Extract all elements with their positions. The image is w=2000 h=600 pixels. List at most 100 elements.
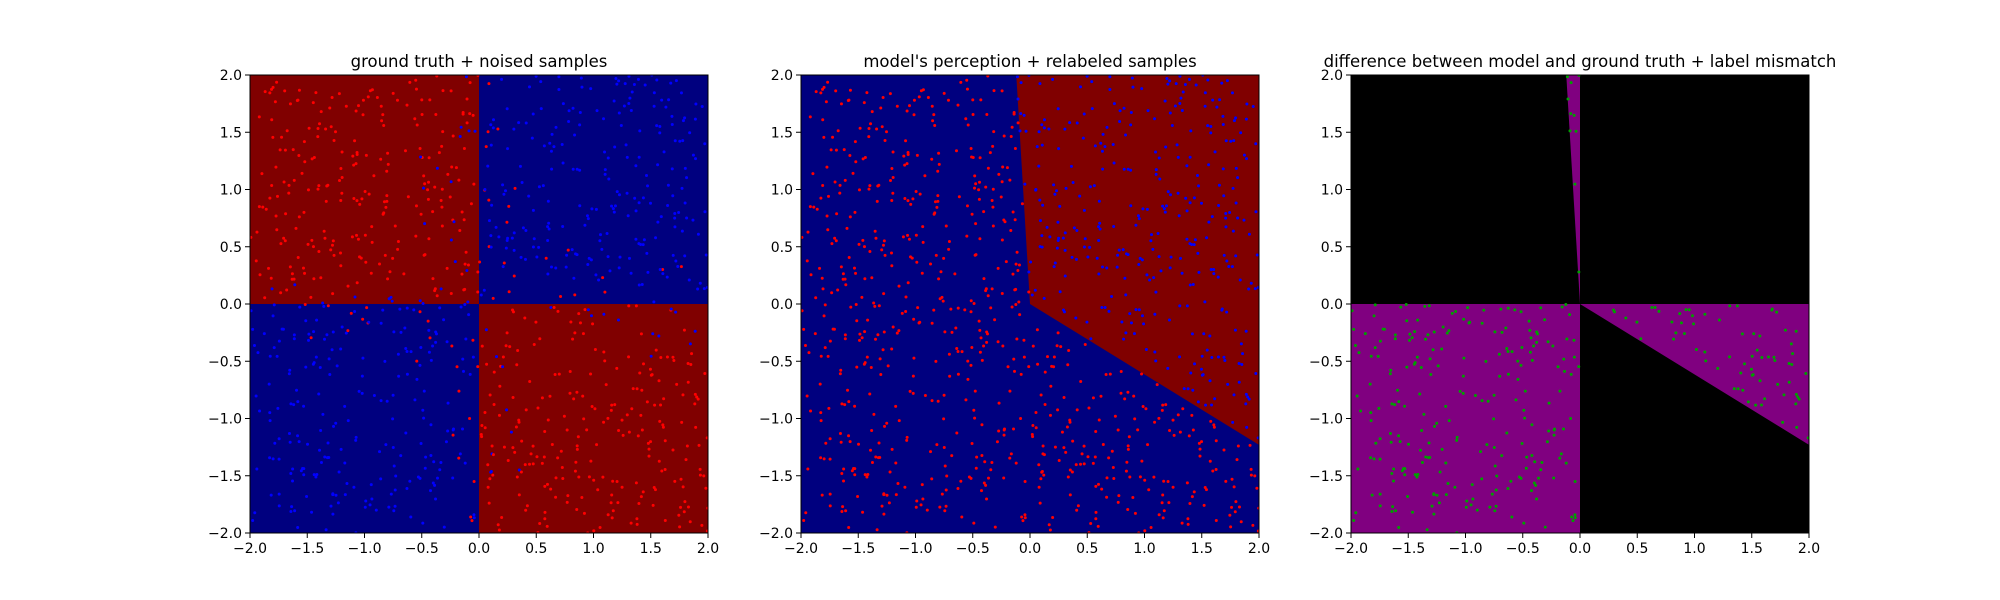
data-point (382, 200, 386, 204)
data-point (413, 117, 417, 121)
data-point (505, 331, 509, 335)
data-point (823, 303, 827, 307)
data-point (1056, 220, 1060, 224)
y-tick-label: 1.0 (220, 183, 242, 199)
data-point (275, 80, 279, 84)
data-point (574, 252, 578, 256)
data-point (964, 398, 968, 402)
data-point (511, 446, 515, 450)
data-point (826, 354, 830, 358)
data-point (1373, 346, 1377, 350)
data-point (1188, 242, 1192, 246)
data-point (985, 112, 989, 116)
data-point (1393, 337, 1397, 341)
data-point (1432, 330, 1436, 334)
data-point (1612, 310, 1616, 314)
data-point (476, 365, 480, 369)
data-point (378, 262, 382, 266)
data-point (1141, 405, 1145, 409)
data-point (434, 332, 438, 336)
data-point (1400, 469, 1404, 473)
data-point (466, 300, 470, 304)
data-point (641, 490, 645, 494)
y-tick-label: −0.5 (1309, 354, 1343, 370)
data-point (1453, 485, 1457, 489)
data-point (386, 277, 390, 281)
data-point (1234, 166, 1238, 170)
data-point (510, 236, 514, 240)
data-point (679, 265, 683, 269)
data-point (1008, 456, 1012, 460)
data-point (1739, 371, 1743, 375)
data-point (1012, 110, 1016, 114)
data-point (1002, 433, 1006, 437)
data-point (457, 389, 461, 393)
data-point (268, 354, 272, 358)
data-point (1363, 332, 1367, 336)
data-point (637, 242, 641, 246)
data-point (332, 424, 336, 428)
data-point (826, 194, 830, 198)
data-point (679, 91, 683, 95)
data-point (465, 97, 469, 101)
data-point (844, 509, 848, 513)
data-point (1041, 444, 1045, 448)
data-point (343, 461, 347, 465)
data-point (838, 431, 842, 435)
y-tick-label: 1.0 (771, 183, 793, 199)
data-point (1473, 394, 1477, 398)
data-point (382, 211, 386, 215)
data-point (1016, 97, 1020, 101)
y-tick-label: 1.5 (771, 125, 793, 141)
data-point (909, 202, 913, 206)
decision-region (479, 75, 708, 304)
data-point (465, 269, 469, 273)
data-point (677, 211, 681, 215)
data-point (1791, 352, 1795, 356)
y-tick-label: −1.0 (208, 412, 242, 428)
data-point (441, 130, 445, 134)
data-point (1126, 447, 1130, 451)
data-point (1151, 247, 1155, 251)
data-point (1138, 475, 1142, 479)
data-point (679, 505, 683, 509)
data-point (543, 517, 547, 521)
data-point (381, 113, 385, 117)
data-point (472, 516, 476, 520)
data-point (609, 501, 613, 505)
data-point (1163, 210, 1167, 214)
data-point (354, 435, 358, 439)
data-point (440, 224, 444, 228)
data-point (1053, 261, 1057, 265)
data-point (1224, 212, 1228, 215)
data-point (440, 187, 444, 191)
data-point (1253, 287, 1257, 291)
data-point (590, 405, 594, 409)
data-point (542, 144, 546, 148)
data-point (1121, 248, 1125, 252)
data-point (1455, 435, 1459, 439)
data-point (1045, 355, 1049, 359)
data-point (611, 479, 615, 483)
data-point (550, 132, 554, 136)
data-point (1058, 290, 1062, 294)
data-point (1071, 181, 1075, 185)
data-point (599, 233, 603, 237)
data-point (392, 464, 396, 468)
data-point (969, 299, 973, 303)
data-point (571, 167, 575, 171)
data-point (572, 397, 576, 401)
data-point (1256, 436, 1259, 440)
data-point (1042, 296, 1046, 300)
data-point (651, 503, 655, 507)
data-point (1019, 81, 1023, 85)
data-point (807, 351, 811, 355)
data-point (666, 183, 670, 187)
data-point (309, 295, 313, 299)
data-point (1776, 382, 1780, 386)
data-point (1569, 81, 1573, 85)
data-point (840, 402, 844, 406)
data-point (428, 336, 432, 340)
data-point (1356, 467, 1360, 471)
data-point (554, 495, 558, 499)
